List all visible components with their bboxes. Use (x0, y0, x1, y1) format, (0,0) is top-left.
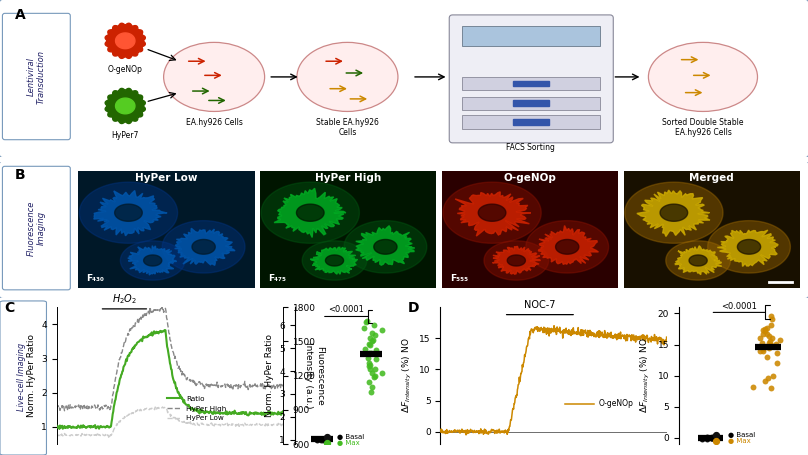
Polygon shape (326, 255, 343, 266)
FancyBboxPatch shape (0, 0, 808, 158)
Text: F₄₇₅: F₄₇₅ (268, 274, 286, 283)
Text: Stable EA.hy926
Cells: Stable EA.hy926 Cells (316, 118, 379, 137)
Bar (462, 26, 600, 46)
Polygon shape (556, 239, 579, 254)
Polygon shape (675, 246, 722, 275)
Polygon shape (738, 239, 760, 254)
Polygon shape (105, 88, 145, 123)
Text: F₅₅₅: F₅₅₅ (450, 274, 468, 283)
FancyBboxPatch shape (2, 13, 70, 140)
Text: F₄₃₀: F₄₃₀ (86, 274, 104, 283)
Polygon shape (192, 239, 215, 254)
Ellipse shape (297, 42, 398, 111)
Polygon shape (175, 228, 235, 265)
Text: D: D (408, 301, 419, 315)
Text: O-geNOp: O-geNOp (107, 65, 143, 74)
Polygon shape (116, 33, 135, 49)
Polygon shape (689, 255, 707, 266)
Polygon shape (637, 190, 710, 237)
Bar (462, 96, 600, 110)
Polygon shape (120, 241, 185, 280)
Ellipse shape (649, 42, 758, 111)
Text: Sorted Double Stable
EA.hy926 Cells: Sorted Double Stable EA.hy926 Cells (663, 118, 743, 137)
Bar (442, 171, 618, 288)
Polygon shape (484, 241, 549, 280)
Text: HyPer Low: HyPer Low (135, 173, 198, 183)
FancyBboxPatch shape (449, 15, 613, 143)
Polygon shape (493, 246, 541, 274)
Text: Live-cell Imaging: Live-cell Imaging (16, 343, 26, 411)
Text: Lentiviral
Transduction: Lentiviral Transduction (27, 50, 46, 104)
Text: EA.hy926 Cells: EA.hy926 Cells (186, 118, 242, 127)
Text: FACS Sorting: FACS Sorting (507, 143, 555, 152)
FancyBboxPatch shape (2, 167, 70, 290)
Polygon shape (297, 204, 324, 221)
FancyBboxPatch shape (0, 301, 47, 455)
Polygon shape (79, 182, 178, 243)
Polygon shape (660, 204, 688, 221)
Polygon shape (162, 221, 245, 273)
Text: B: B (15, 168, 25, 182)
Polygon shape (128, 246, 176, 275)
Polygon shape (115, 204, 142, 221)
Polygon shape (538, 226, 599, 264)
Bar (260, 171, 436, 288)
Polygon shape (443, 182, 541, 243)
Polygon shape (310, 248, 358, 274)
Polygon shape (507, 255, 525, 266)
Text: Merged: Merged (689, 173, 734, 183)
Bar (513, 119, 549, 125)
Text: A: A (15, 8, 25, 22)
Bar (78, 171, 255, 288)
Bar (513, 101, 549, 106)
Polygon shape (625, 182, 723, 243)
Polygon shape (274, 188, 346, 238)
Ellipse shape (164, 42, 265, 111)
Text: Fluorescence
Imaging: Fluorescence Imaging (27, 201, 46, 256)
Text: O-geNOp: O-geNOp (503, 173, 557, 183)
Polygon shape (144, 255, 162, 266)
Text: HyPer7: HyPer7 (112, 131, 139, 140)
Bar (462, 116, 600, 129)
Polygon shape (374, 239, 397, 254)
Polygon shape (261, 182, 360, 243)
Text: C: C (4, 301, 15, 315)
Polygon shape (455, 192, 531, 236)
Polygon shape (478, 204, 506, 221)
Polygon shape (356, 226, 415, 265)
Y-axis label: Fluorescence
Intensity (a.u.): Fluorescence Intensity (a.u.) (305, 343, 324, 409)
Polygon shape (105, 23, 145, 58)
Polygon shape (94, 191, 167, 236)
Bar (624, 171, 800, 288)
Polygon shape (718, 230, 778, 267)
Polygon shape (116, 98, 135, 114)
Polygon shape (666, 241, 730, 280)
Bar (513, 81, 549, 86)
Polygon shape (344, 221, 427, 273)
Text: HyPer High: HyPer High (315, 173, 381, 183)
FancyBboxPatch shape (0, 161, 808, 299)
Polygon shape (708, 221, 790, 273)
Polygon shape (526, 221, 608, 273)
Bar (462, 77, 600, 90)
Polygon shape (302, 241, 367, 280)
